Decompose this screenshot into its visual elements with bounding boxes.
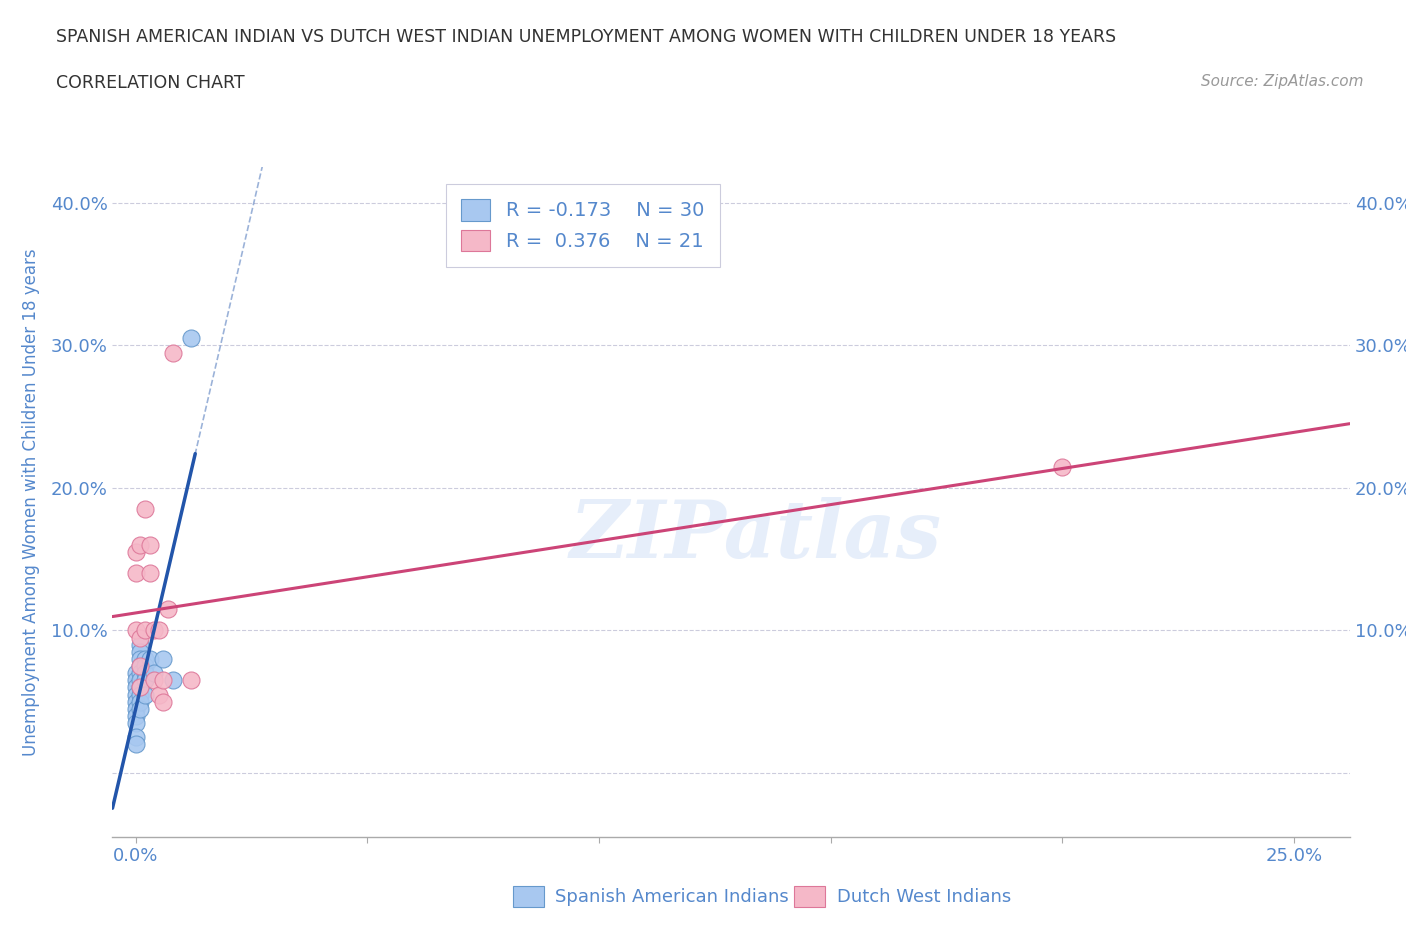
Point: [124, 666, 146, 681]
Point: [124, 545, 146, 560]
Text: SPANISH AMERICAN INDIAN VS DUTCH WEST INDIAN UNEMPLOYMENT AMONG WOMEN WITH CHILD: SPANISH AMERICAN INDIAN VS DUTCH WEST IN…: [56, 28, 1116, 46]
Point: [148, 623, 170, 638]
Point: [138, 538, 160, 552]
Point: [134, 623, 156, 638]
Point: [129, 658, 152, 673]
Point: [129, 637, 152, 652]
Point: [134, 658, 156, 673]
Point: [129, 680, 152, 695]
Point: [129, 680, 152, 695]
Point: [134, 652, 156, 667]
Y-axis label: Unemployment Among Women with Children Under 18 years: Unemployment Among Women with Children U…: [21, 248, 39, 756]
Point: [143, 666, 166, 681]
Point: [124, 672, 146, 687]
Point: [124, 680, 146, 695]
Text: ZIPatlas: ZIPatlas: [569, 497, 942, 575]
Text: Source: ZipAtlas.com: Source: ZipAtlas.com: [1201, 74, 1364, 89]
Point: [134, 687, 156, 702]
Point: [129, 658, 152, 673]
Point: [129, 701, 152, 716]
Point: [134, 672, 156, 687]
Point: [1052, 459, 1074, 474]
Point: [134, 666, 156, 681]
Point: [129, 687, 152, 702]
Point: [129, 652, 152, 667]
Point: [129, 694, 152, 709]
Point: [129, 672, 152, 687]
Point: [180, 331, 202, 346]
Point: [124, 715, 146, 730]
Point: [129, 666, 152, 681]
Point: [129, 631, 152, 645]
Point: [157, 602, 180, 617]
Point: [124, 737, 146, 751]
Point: [143, 672, 166, 687]
Point: [152, 652, 174, 667]
Point: [124, 687, 146, 702]
Point: [124, 709, 146, 724]
Point: [124, 623, 146, 638]
Text: Spanish American Indians: Spanish American Indians: [555, 887, 789, 906]
Point: [138, 566, 160, 581]
Point: [129, 538, 152, 552]
Point: [134, 502, 156, 517]
Point: [124, 566, 146, 581]
Point: [162, 672, 184, 687]
Point: [152, 672, 174, 687]
Point: [124, 694, 146, 709]
Legend: R = -0.173    N = 30, R =  0.376    N = 21: R = -0.173 N = 30, R = 0.376 N = 21: [446, 184, 720, 267]
Point: [148, 687, 170, 702]
Point: [152, 694, 174, 709]
Point: [143, 623, 166, 638]
Point: [124, 730, 146, 745]
Text: Dutch West Indians: Dutch West Indians: [837, 887, 1011, 906]
Point: [124, 701, 146, 716]
Point: [138, 652, 160, 667]
Point: [129, 644, 152, 659]
Point: [180, 672, 202, 687]
Point: [162, 345, 184, 360]
Text: CORRELATION CHART: CORRELATION CHART: [56, 74, 245, 92]
